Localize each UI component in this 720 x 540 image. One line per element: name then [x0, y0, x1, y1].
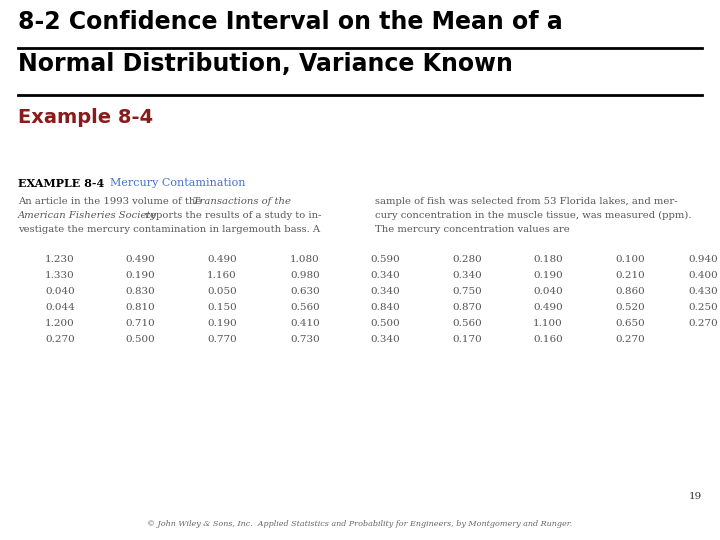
Text: 0.710: 0.710	[125, 319, 155, 328]
Text: American Fisheries Society: American Fisheries Society	[18, 211, 157, 220]
Text: An article in the 1993 volume of the: An article in the 1993 volume of the	[18, 197, 204, 206]
Text: © John Wiley & Sons, Inc.  Applied Statistics and Probability for Engineers, by : © John Wiley & Sons, Inc. Applied Statis…	[148, 520, 572, 528]
Text: 0.430: 0.430	[688, 287, 718, 296]
Text: 0.050: 0.050	[207, 287, 237, 296]
Text: 0.980: 0.980	[290, 271, 320, 280]
Text: 0.040: 0.040	[45, 287, 75, 296]
Text: 0.590: 0.590	[370, 255, 400, 264]
Text: 0.100: 0.100	[616, 255, 645, 264]
Text: 1.230: 1.230	[45, 255, 75, 264]
Text: 0.750: 0.750	[452, 287, 482, 296]
Text: Mercury Contamination: Mercury Contamination	[110, 178, 246, 188]
Text: 0.270: 0.270	[616, 335, 645, 344]
Text: 0.560: 0.560	[452, 319, 482, 328]
Text: 0.340: 0.340	[370, 335, 400, 344]
Text: 0.490: 0.490	[534, 303, 563, 312]
Text: 0.940: 0.940	[688, 255, 718, 264]
Text: 1.200: 1.200	[45, 319, 75, 328]
Text: 0.180: 0.180	[534, 255, 563, 264]
Text: 0.340: 0.340	[370, 271, 400, 280]
Text: 0.870: 0.870	[452, 303, 482, 312]
Text: 0.730: 0.730	[290, 335, 320, 344]
Text: 0.190: 0.190	[125, 271, 155, 280]
Text: 0.040: 0.040	[534, 287, 563, 296]
Text: 0.410: 0.410	[290, 319, 320, 328]
Text: 0.500: 0.500	[370, 319, 400, 328]
Text: Example 8-4: Example 8-4	[18, 108, 153, 127]
Text: 0.840: 0.840	[370, 303, 400, 312]
Text: 0.160: 0.160	[534, 335, 563, 344]
Text: 1.080: 1.080	[290, 255, 320, 264]
Text: sample of fish was selected from 53 Florida lakes, and mer-: sample of fish was selected from 53 Flor…	[375, 197, 678, 206]
Text: 0.520: 0.520	[616, 303, 645, 312]
Text: vestigate the mercury contamination in largemouth bass. A: vestigate the mercury contamination in l…	[18, 225, 320, 234]
Text: 0.490: 0.490	[207, 255, 237, 264]
Text: Normal Distribution, Variance Known: Normal Distribution, Variance Known	[18, 52, 513, 76]
Text: 0.190: 0.190	[534, 271, 563, 280]
Text: cury concentration in the muscle tissue, was measured (ppm).: cury concentration in the muscle tissue,…	[375, 211, 691, 220]
Text: 0.490: 0.490	[125, 255, 155, 264]
Text: 0.340: 0.340	[452, 271, 482, 280]
Text: 0.650: 0.650	[616, 319, 645, 328]
Text: 0.280: 0.280	[452, 255, 482, 264]
Text: The mercury concentration values are: The mercury concentration values are	[375, 225, 570, 234]
Text: 0.044: 0.044	[45, 303, 75, 312]
Text: 0.190: 0.190	[207, 319, 237, 328]
Text: 0.250: 0.250	[688, 303, 718, 312]
Text: 0.560: 0.560	[290, 303, 320, 312]
Text: Transactions of the: Transactions of the	[193, 197, 291, 206]
Text: 0.170: 0.170	[452, 335, 482, 344]
Text: 19: 19	[689, 492, 702, 501]
Text: EXAMPLE 8-4: EXAMPLE 8-4	[18, 178, 104, 189]
Text: 0.860: 0.860	[616, 287, 645, 296]
Text: 0.150: 0.150	[207, 303, 237, 312]
Text: 0.270: 0.270	[688, 319, 718, 328]
Text: 1.160: 1.160	[207, 271, 237, 280]
Text: 0.340: 0.340	[370, 287, 400, 296]
Text: 1.330: 1.330	[45, 271, 75, 280]
Text: 0.500: 0.500	[125, 335, 155, 344]
Text: 8-2 Confidence Interval on the Mean of a: 8-2 Confidence Interval on the Mean of a	[18, 10, 563, 34]
Text: 0.830: 0.830	[125, 287, 155, 296]
Text: 1.100: 1.100	[534, 319, 563, 328]
Text: 0.810: 0.810	[125, 303, 155, 312]
Text: 0.770: 0.770	[207, 335, 237, 344]
Text: reports the results of a study to in-: reports the results of a study to in-	[142, 211, 322, 220]
Text: 0.400: 0.400	[688, 271, 718, 280]
Text: 0.270: 0.270	[45, 335, 75, 344]
Text: 0.210: 0.210	[616, 271, 645, 280]
Text: 0.630: 0.630	[290, 287, 320, 296]
